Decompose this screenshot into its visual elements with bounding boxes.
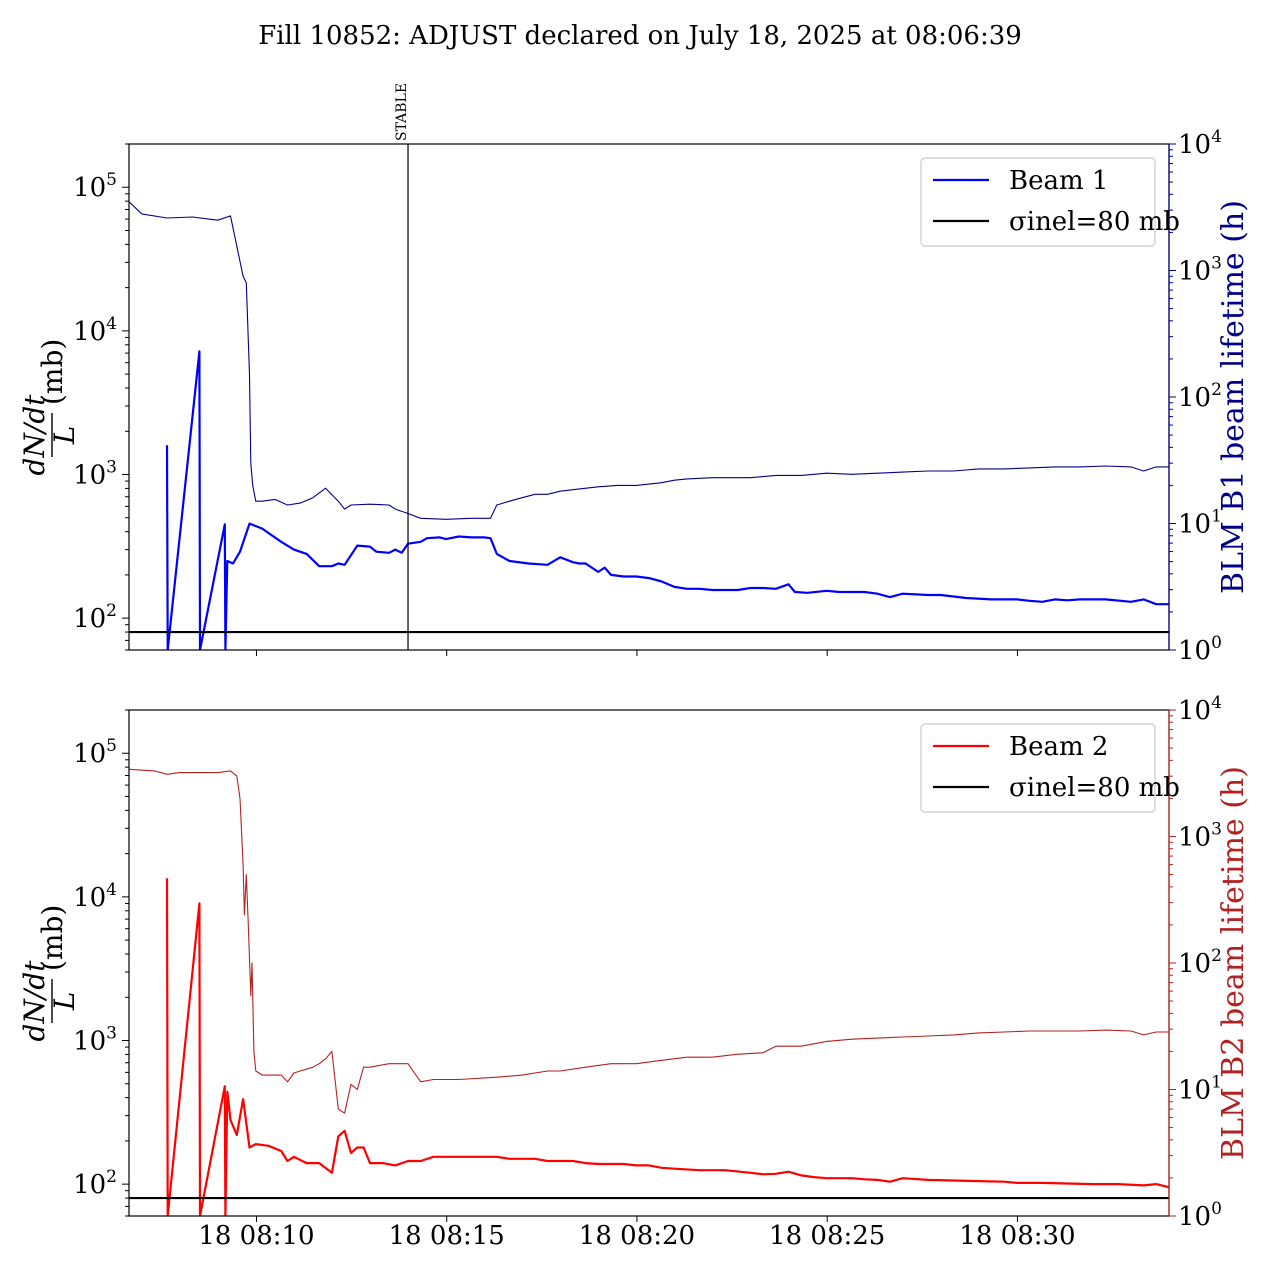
series-line-blm-b1-beam-lifetime bbox=[129, 201, 1169, 520]
y-tick-label: 104 bbox=[73, 880, 117, 913]
y-label-denominator: L bbox=[48, 426, 81, 446]
y2-tick-label: 100 bbox=[1178, 633, 1222, 666]
series-line-beam-2 bbox=[165, 878, 1169, 1216]
stable-marker-label: STABLE bbox=[394, 83, 410, 141]
legend-label: σinel=80 mb bbox=[1009, 207, 1180, 237]
y-tick-label: 102 bbox=[73, 601, 117, 634]
y-label-numerator: dN/dt bbox=[18, 394, 51, 476]
y-tick-label: 105 bbox=[73, 170, 117, 203]
y2-tick-label: 102 bbox=[1178, 946, 1222, 979]
legend-label: Beam 2 bbox=[1009, 732, 1108, 762]
x-tick-label: 18 08:25 bbox=[769, 1221, 885, 1251]
x-tick-label: 18 08:30 bbox=[959, 1221, 1075, 1251]
y-axis-label: dN/dtL (mb) bbox=[18, 905, 81, 1042]
y-label-unit: (mb) bbox=[36, 339, 69, 405]
y2-tick-label: 102 bbox=[1178, 380, 1222, 413]
chart-title: Fill 10852: ADJUST declared on July 18, … bbox=[258, 21, 1022, 51]
y2-axis-label: BLM B2 beam lifetime (h) bbox=[1216, 766, 1251, 1160]
y2-tick-label: 100 bbox=[1178, 1199, 1222, 1232]
legend: Beam 1 σinel=80 mb bbox=[920, 157, 1180, 247]
y2-tick-label: 103 bbox=[1178, 820, 1222, 853]
y2-tick-label: 101 bbox=[1178, 507, 1222, 540]
y-tick-label: 104 bbox=[73, 314, 117, 347]
panel-bottom: 102 103 104 105 100 101 102 103 104 18 08:10 18 08… bbox=[18, 693, 1251, 1251]
y2-tick-label: 101 bbox=[1178, 1073, 1222, 1106]
legend-label: Beam 1 bbox=[1009, 166, 1108, 196]
y2-tick-label: 103 bbox=[1178, 254, 1222, 287]
y-tick-label: 103 bbox=[73, 1024, 117, 1057]
legend: Beam 2 σinel=80 mb bbox=[920, 723, 1180, 813]
series-line-beam-1 bbox=[165, 350, 1169, 650]
y-tick-label: 102 bbox=[73, 1167, 117, 1200]
y-tick-label: 105 bbox=[73, 736, 117, 769]
y2-axis-label: BLM B1 beam lifetime (h) bbox=[1216, 200, 1251, 594]
panel-top: STABLE 102 103 104 105 100 101 102 103 104 dN/dtL (… bbox=[18, 83, 1251, 666]
y2-tick-label: 104 bbox=[1178, 127, 1222, 160]
series-line-blm-b2-beam-lifetime bbox=[129, 768, 1169, 1114]
y-label-unit: (mb) bbox=[36, 905, 69, 971]
y-label-denominator: L bbox=[48, 992, 81, 1012]
y-axis-label: dN/dtL (mb) bbox=[18, 339, 81, 476]
y-label-numerator: dN/dt bbox=[18, 960, 51, 1042]
legend-label: σinel=80 mb bbox=[1009, 773, 1180, 803]
y-tick-label: 103 bbox=[73, 458, 117, 491]
x-tick-label: 18 08:10 bbox=[198, 1221, 314, 1251]
y2-tick-label: 104 bbox=[1178, 693, 1222, 726]
x-tick-label: 18 08:15 bbox=[389, 1221, 505, 1251]
x-tick-label: 18 08:20 bbox=[579, 1221, 695, 1251]
